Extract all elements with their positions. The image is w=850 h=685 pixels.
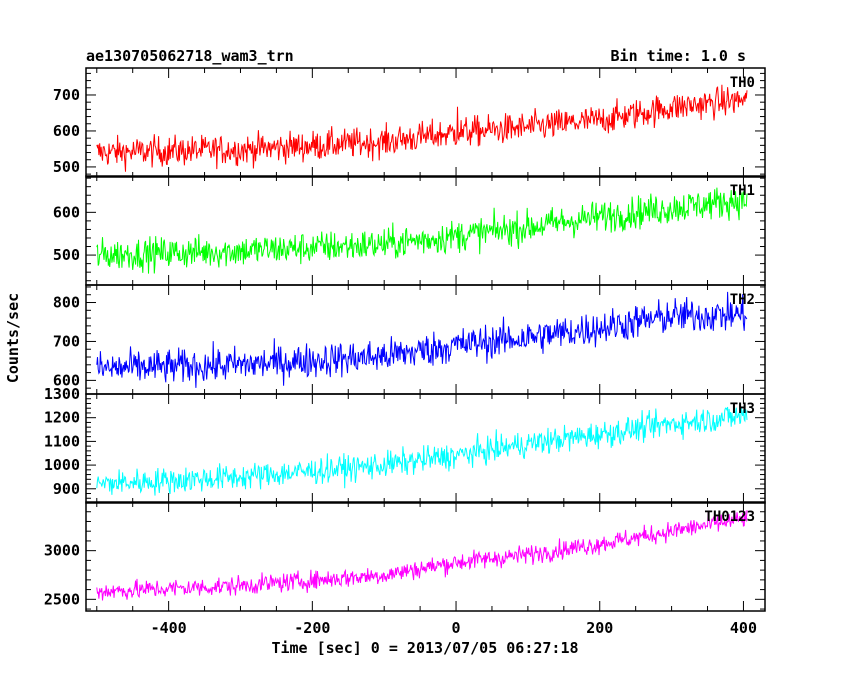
y-tick-label: 700 (53, 332, 80, 350)
x-tick-label: -200 (294, 619, 330, 637)
y-tick-label: 1300 (44, 385, 80, 403)
chart-title: ae130705062718_wam3_trn (86, 47, 294, 65)
bin-time-label: Bin time: 1.0 s (611, 47, 746, 65)
x-tick-label: 400 (730, 619, 757, 637)
series-line-th1 (96, 186, 748, 274)
panel-th3: 900 1000 1100 1200 1300 TH3 (44, 385, 766, 504)
series-line-th2 (96, 291, 748, 388)
panel-frame (85, 501, 766, 612)
y-tick-label: 500 (53, 158, 80, 176)
panel-label-th0: TH0 (730, 75, 755, 91)
series-line-th3 (96, 406, 748, 496)
y-tick-label: 1200 (44, 409, 80, 427)
y-tick-label: 900 (53, 480, 80, 498)
y-tick-label: 3000 (44, 542, 80, 560)
series-line-th0123 (96, 510, 748, 601)
panel-th1: 500 600 TH1 (53, 175, 766, 286)
y-tick-label: 500 (53, 246, 80, 264)
panel-th0123: 2500 3000 TH0123 (44, 501, 766, 612)
x-tick-label: 200 (586, 619, 613, 637)
panels-group: 500 600 700 TH0 500 600 TH1 600 700 800 TH2 900 1000… (44, 67, 766, 637)
y-tick-label: 2500 (44, 590, 80, 608)
y-tick-label: 800 (53, 294, 80, 312)
x-axis-label: Time [sec] 0 = 2013/07/05 06:27:18 (271, 639, 578, 657)
y-tick-label: 600 (53, 122, 80, 140)
panel-label-th0123: TH0123 (704, 509, 755, 525)
panel-frame (85, 393, 766, 504)
y-tick-label: 700 (53, 86, 80, 104)
panel-frame (85, 175, 766, 286)
x-tick-label: -400 (151, 619, 187, 637)
panel-label-th1: TH1 (730, 183, 755, 199)
y-tick-label: 1000 (44, 456, 80, 474)
panel-frame (85, 67, 766, 178)
panel-label-th3: TH3 (730, 401, 755, 417)
y-axis-label: Counts/sec (4, 293, 22, 383)
series-line-th0 (96, 84, 748, 172)
y-tick-label: 600 (53, 203, 80, 221)
panel-label-th2: TH2 (730, 292, 755, 308)
y-tick-label: 600 (53, 371, 80, 389)
panel-frame (85, 284, 766, 395)
x-tick-label: 0 (452, 619, 461, 637)
panel-th2: 600 700 800 TH2 (53, 284, 766, 395)
y-tick-label: 1100 (44, 432, 80, 450)
panel-th0: 500 600 700 TH0 (53, 67, 766, 178)
